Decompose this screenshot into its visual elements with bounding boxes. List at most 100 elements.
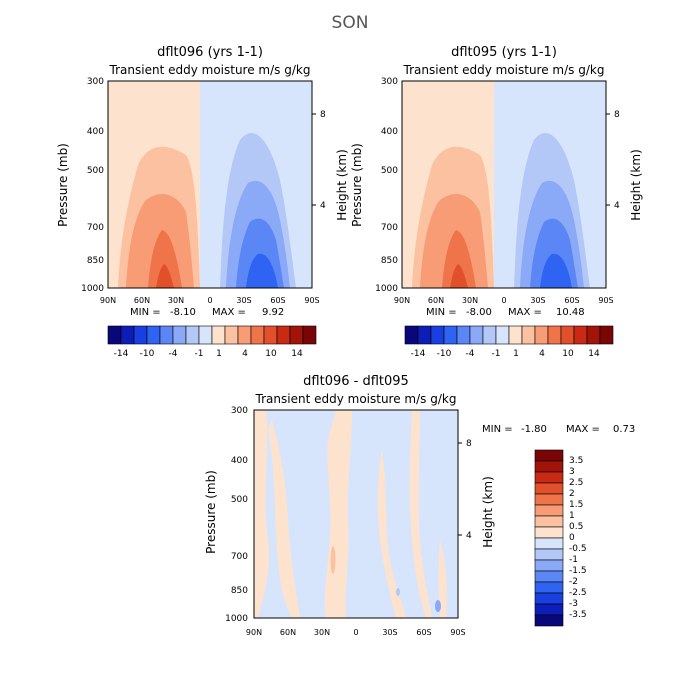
colorbar-swatch (276, 325, 291, 345)
y-axis-label: Pressure (mb) (204, 470, 218, 554)
y-tick-label: 500 (87, 166, 104, 176)
colorbar-swatch (159, 325, 174, 345)
min-label: MIN = (482, 424, 513, 435)
colorbar: -14 -10 -4 -1 1 4 10 14 (404, 325, 614, 359)
colorbar-label: 1 (216, 349, 222, 359)
x-tick-label: 30S (236, 296, 251, 305)
colorbar-swatch (599, 325, 614, 345)
y-tick-label: 300 (381, 77, 398, 87)
x-tick-label: 0 (207, 296, 212, 305)
contour-field (108, 81, 312, 288)
x-tick-label: 60S (416, 628, 431, 637)
max-value: 10.48 (556, 307, 585, 318)
colorbar-label: -1 (492, 349, 501, 359)
panel-subtitle: Transient eddy moisture m/s g/kg (255, 392, 457, 406)
y-ticks-left: 300 400 500 700 850 1000 (225, 406, 248, 624)
colorbar-swatch (211, 325, 226, 345)
colorbar-label: 3.5 (569, 456, 583, 466)
y-tick-label: 850 (231, 586, 248, 596)
y-tick-label: 500 (231, 495, 248, 505)
colorbar-swatch (456, 325, 471, 345)
panel-title: dflt096 (yrs 1-1) (157, 45, 263, 60)
colorbar-swatch (263, 325, 278, 345)
panel-subtitle: Transient eddy moisture m/s g/kg (109, 63, 311, 77)
colorbar-swatch (547, 325, 562, 345)
y-right-tick-label: 4 (466, 531, 472, 541)
colorbar-swatch (534, 449, 564, 462)
figure-title: SON (332, 13, 369, 33)
x-tick-label: 30S (382, 628, 397, 637)
colorbar-swatch (185, 325, 200, 345)
colorbar: -14 -10 -4 -1 1 4 10 14 (107, 325, 317, 359)
x-tick-label: 60S (564, 296, 579, 305)
colorbar-swatch (534, 493, 564, 506)
colorbar-swatch (534, 482, 564, 495)
colorbar: 3.5 3 2.5 2 1.5 1 0.5 0 -0.5 -1 -1.5 -2 … (534, 449, 587, 627)
min-value: -8.10 (170, 307, 196, 318)
colorbar-swatch (120, 325, 135, 345)
y-right-tick-label: 8 (614, 110, 620, 120)
colorbar-label: -14 (411, 349, 426, 359)
x-ticks: 90N 60N 30N 0 30S 60S 90S (394, 296, 614, 305)
colorbar-swatch (534, 581, 564, 594)
colorbar-label: -4 (169, 349, 178, 359)
colorbar-swatch (534, 537, 564, 550)
panel-dflt096: dflt096 (yrs 1-1) Transient eddy moistur… (56, 45, 349, 359)
y-tick-label: 300 (87, 77, 104, 87)
x-tick-label: 0 (501, 296, 506, 305)
max-label: MAX = (566, 424, 600, 435)
contour-field (402, 81, 606, 288)
colorbar-swatch (560, 325, 575, 345)
colorbar-label: 2.5 (569, 478, 583, 488)
colorbar-label: -1 (195, 349, 204, 359)
colorbar-swatch (107, 325, 122, 345)
y-tick-label: 700 (381, 223, 398, 233)
colorbar-swatch (417, 325, 432, 345)
colorbar-swatch (534, 570, 564, 583)
y-right-tick-label: 8 (466, 439, 472, 449)
y-ticks-right: 8 4 (458, 439, 472, 541)
colorbar-swatch (534, 559, 564, 572)
colorbar-swatch (237, 325, 252, 345)
y-tick-label: 500 (381, 166, 398, 176)
max-value: 0.73 (613, 424, 635, 435)
y-tick-label: 1000 (81, 284, 104, 294)
y-right-tick-label: 8 (320, 110, 326, 120)
y-tick-label: 850 (381, 256, 398, 266)
y-right-tick-label: 4 (614, 201, 620, 211)
colorbar-label: -10 (140, 349, 155, 359)
y-ticks-right: 8 4 (606, 110, 620, 211)
x-tick-label: 30N (168, 296, 184, 305)
x-tick-label: 60N (134, 296, 150, 305)
panel-difference: dflt096 - dflt095 Transient eddy moistur… (204, 374, 635, 637)
x-tick-label: 60N (428, 296, 444, 305)
x-tick-label: 30N (314, 628, 330, 637)
colorbar-swatch (198, 325, 213, 345)
colorbar-swatch (508, 325, 523, 345)
plot-frame (401, 80, 607, 289)
colorbar-swatch (534, 471, 564, 484)
colorbar-label: 0.5 (569, 522, 583, 532)
colorbar-swatch (534, 603, 564, 616)
min-max-stats: MIN = -8.00 MAX = 10.48 (426, 307, 585, 318)
y-tick-label: 1000 (225, 614, 248, 624)
x-tick-label: 30S (530, 296, 545, 305)
colorbar-swatch (133, 325, 148, 345)
min-max-stats: MIN = -1.80 MAX = 0.73 (482, 424, 635, 435)
colorbar-swatch (573, 325, 588, 345)
colorbar-label: 14 (588, 349, 600, 359)
colorbar-label: 3 (569, 467, 575, 477)
colorbar-label: -3 (569, 599, 578, 609)
plot-frame (253, 409, 459, 619)
y-tick-label: 850 (87, 256, 104, 266)
min-value: -8.00 (466, 307, 492, 318)
colorbar-label: 1.5 (569, 500, 583, 510)
colorbar-swatch (430, 325, 445, 345)
colorbar-swatch (534, 548, 564, 561)
x-tick-label: 90N (246, 628, 262, 637)
y-axis-right-label: Height (km) (335, 149, 349, 220)
y-tick-label: 400 (381, 127, 398, 137)
x-tick-label: 30N (462, 296, 478, 305)
colorbar-swatch (534, 460, 564, 473)
